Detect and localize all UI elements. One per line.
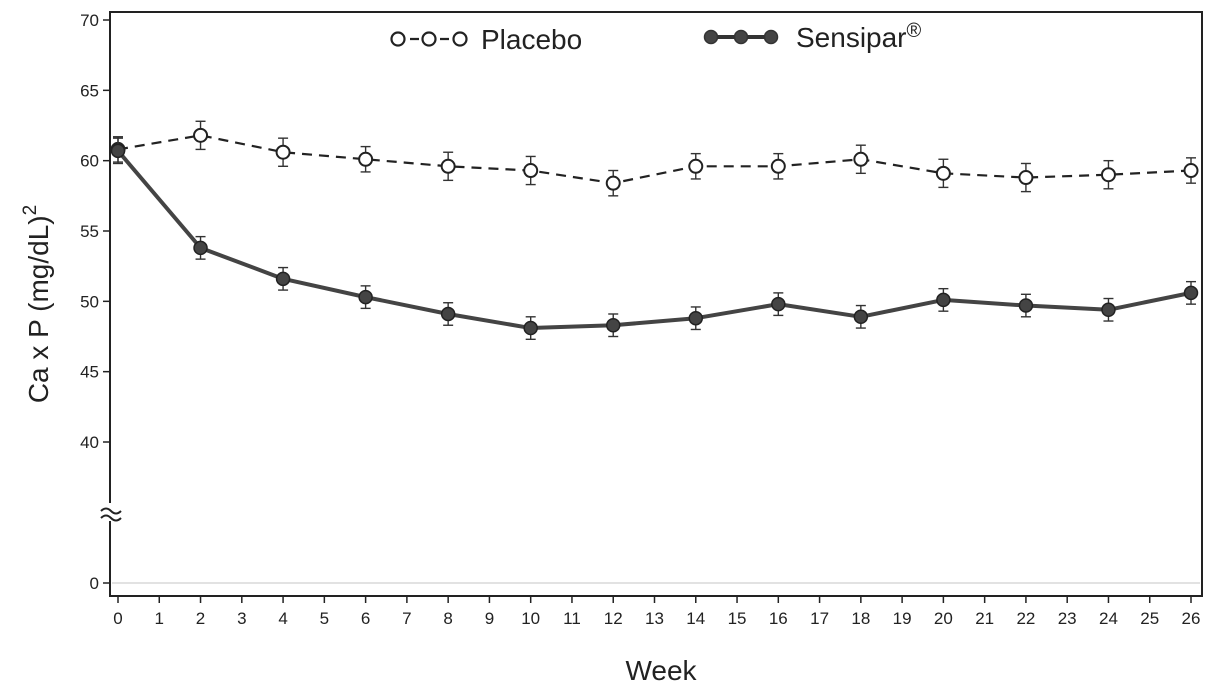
data-point-sensipar — [523, 320, 538, 336]
series-line-sensipar — [116, 149, 1192, 331]
data-point-placebo — [523, 163, 539, 179]
x-tick-label: 17 — [810, 609, 829, 628]
data-point-sensipar — [1101, 302, 1116, 318]
x-tick-label: 15 — [728, 609, 747, 628]
x-axis-title: Week — [625, 655, 697, 686]
x-tick-label: 24 — [1099, 609, 1118, 628]
legend-placebo-label: Placebo — [481, 24, 582, 55]
y-tick-label: 45 — [80, 363, 99, 382]
plot-frame — [109, 11, 1203, 597]
axis-break-icon — [100, 503, 122, 522]
x-tick-label: 6 — [361, 609, 370, 628]
x-tick-label: 0 — [113, 609, 122, 628]
y-tick-label: 55 — [80, 222, 99, 241]
x-tick-label: 8 — [443, 609, 452, 628]
x-tick-label: 13 — [645, 609, 664, 628]
data-point-placebo — [1183, 163, 1199, 179]
legend-sensipar-marker — [703, 29, 719, 45]
x-tick-label: 1 — [155, 609, 164, 628]
data-point-placebo — [1100, 167, 1116, 183]
data-point-placebo — [853, 151, 869, 167]
x-tick-label: 25 — [1140, 609, 1159, 628]
y-tick-label: 65 — [80, 81, 99, 100]
x-tick-label: 22 — [1016, 609, 1035, 628]
x-tick-label: 2 — [196, 609, 205, 628]
x-tick-label: 19 — [893, 609, 912, 628]
data-point-placebo — [770, 158, 786, 174]
data-point-sensipar — [358, 289, 373, 305]
series-layer — [110, 120, 1199, 341]
legend-item-sensipar: Sensipar® — [703, 20, 922, 53]
data-point-placebo — [440, 158, 456, 174]
y-axis-title: Ca x P (mg/dL)2 — [20, 205, 54, 403]
data-point-sensipar — [1018, 298, 1034, 313]
series-line-placebo — [117, 134, 1192, 185]
data-point-sensipar — [1183, 285, 1199, 301]
y-tick-label: 70 — [80, 11, 99, 30]
y-tick-label: 50 — [80, 292, 99, 311]
data-point-placebo — [193, 127, 209, 143]
x-tick-label: 14 — [686, 609, 705, 628]
series-sensipar — [110, 137, 1199, 341]
y-tick-label: 40 — [80, 433, 99, 452]
data-point-sensipar — [936, 292, 951, 308]
legend: Placebo Sensipar® — [390, 20, 922, 55]
legend-item-placebo: Placebo — [390, 24, 582, 55]
x-tick-label: 11 — [563, 609, 581, 628]
data-point-sensipar — [771, 296, 786, 312]
data-point-sensipar — [440, 306, 456, 322]
x-tick-label: 18 — [851, 609, 870, 628]
data-point-placebo — [688, 158, 704, 174]
legend-sensipar-marker — [763, 29, 779, 45]
data-point-placebo — [935, 165, 951, 181]
x-tick-label: 9 — [485, 609, 494, 628]
data-point-sensipar — [688, 310, 704, 326]
legend-sensipar-label: Sensipar® — [796, 20, 922, 53]
x-tick-label: 4 — [278, 609, 287, 628]
data-point-sensipar — [193, 240, 208, 256]
y-axis: 0 40 45 50 55 60 65 70 — [80, 11, 110, 593]
data-point-placebo — [605, 175, 621, 191]
data-point-sensipar — [853, 309, 869, 325]
x-tick-label: 3 — [237, 609, 246, 628]
legend-sensipar-marker — [733, 29, 749, 45]
x-tick-label: 12 — [604, 609, 623, 628]
data-point-sensipar — [605, 317, 621, 333]
x-tick-label: 7 — [402, 609, 411, 628]
x-tick-label: 26 — [1182, 609, 1201, 628]
data-point-placebo — [1018, 170, 1034, 186]
data-point-sensipar — [110, 143, 126, 159]
data-point-placebo — [275, 144, 291, 160]
x-tick-label: 10 — [521, 609, 540, 628]
x-tick-label: 23 — [1058, 609, 1077, 628]
x-axis: 0 1 2 3 4 5 6 7 8 9 10 11 12 13 14 15 16 17 18 19 20 21 22 23 24… — [113, 596, 1200, 628]
x-tick-label: 20 — [934, 609, 953, 628]
legend-placebo-marker — [452, 31, 468, 47]
data-point-placebo — [358, 151, 374, 167]
y-tick-label: 60 — [80, 152, 99, 171]
legend-placebo-marker — [390, 31, 406, 47]
y-tick-label: 0 — [90, 574, 99, 593]
series-placebo — [110, 120, 1199, 197]
x-tick-label: 21 — [975, 609, 994, 628]
data-point-sensipar — [275, 271, 291, 287]
x-tick-label: 16 — [769, 609, 788, 628]
legend-placebo-marker — [421, 31, 437, 47]
x-tick-label: 5 — [320, 609, 329, 628]
